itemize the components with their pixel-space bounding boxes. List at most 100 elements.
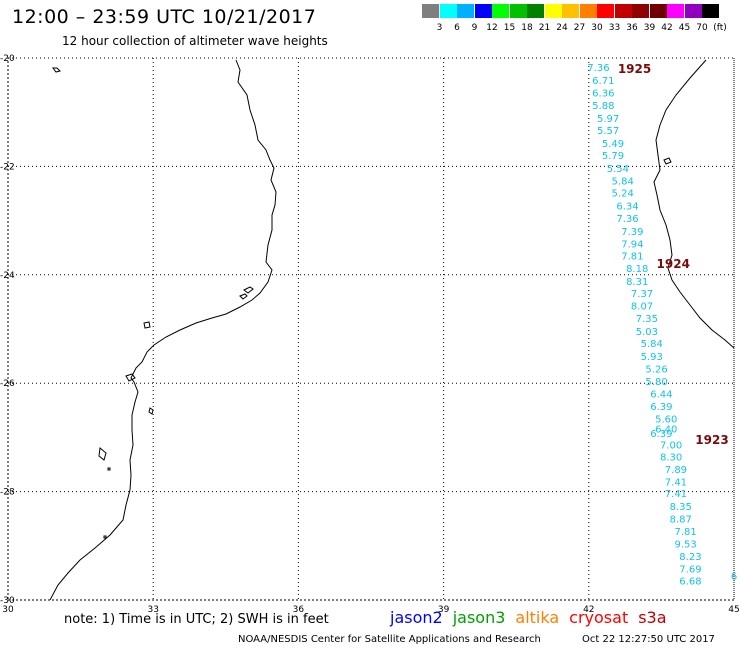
wave-height-value: 8.30: [660, 452, 682, 463]
wave-height-value: 8.18: [626, 264, 648, 275]
wave-height-value: 5.97: [597, 114, 619, 125]
legend-jason2: jason2: [390, 608, 443, 627]
lon-label: 42: [583, 605, 594, 615]
scale-swatch: [579, 4, 597, 18]
lon-label: 36: [293, 605, 305, 615]
scale-label: 21: [538, 23, 551, 33]
wave-height-value: 5.88: [592, 101, 614, 112]
satellite-legend: jason2 jason3 altika cryosat s3a: [390, 608, 677, 627]
scale-swatch: [527, 4, 544, 18]
lat-label: -22: [0, 162, 15, 172]
wave-height-observations: 7.366.716.365.885.975.575.495.795.545.84…: [587, 63, 737, 587]
legend-cryosat: cryosat: [569, 608, 629, 627]
wave-height-value: 6: [731, 572, 737, 583]
wave-height-value: 6.71: [592, 76, 614, 87]
wave-height-value: 6.44: [650, 389, 672, 400]
wave-height-value: 7.36: [616, 214, 638, 225]
lon-label: 33: [147, 605, 158, 615]
island: [663, 157, 672, 165]
scale-swatch: [614, 4, 632, 18]
wave-height-value: 8.31: [626, 277, 648, 288]
wave-height-value: 6.39: [650, 402, 672, 413]
scale-unit: (ft): [713, 23, 727, 33]
wave-height-value: 7.37: [631, 289, 653, 300]
scale-swatch: [509, 4, 527, 18]
wave-height-value: 9.53: [674, 540, 696, 551]
lat-label: -20: [0, 54, 15, 64]
scale-swatch: [632, 4, 649, 18]
scale-swatch: [649, 4, 667, 18]
scale-swatch: [597, 4, 614, 18]
legend-s3a: s3a: [638, 608, 667, 627]
orbit-labels: 1925 1924 1923: [618, 62, 729, 447]
scale-label: 6: [454, 23, 460, 33]
wave-height-value: 7.41: [665, 489, 687, 500]
scale-swatch: [544, 4, 562, 18]
orbit-number: 1923: [695, 433, 728, 447]
scale-label: 30: [591, 23, 603, 33]
legend-jason3: jason3: [452, 608, 506, 627]
scale-swatch: [492, 4, 509, 18]
wave-height-value: 7.35: [636, 314, 658, 325]
island: [125, 373, 136, 382]
map-title: 12:00 – 23:59 UTC 10/21/2017: [12, 6, 317, 28]
wave-height-value: 6.34: [616, 201, 638, 212]
scale-label: 24: [556, 23, 568, 33]
wave-height-value: 5.26: [645, 365, 667, 376]
wave-height-value: 7.94: [621, 239, 643, 250]
wave-height-value: 5.24: [612, 188, 634, 199]
scale-label: 12: [486, 23, 498, 33]
generated-timestamp: Oct 22 12:27:50 UTC 2017: [582, 634, 715, 645]
island: [143, 321, 151, 329]
lat-lon-grid: [7, 57, 735, 601]
units-note: note: 1) Time is in UTC; 2) SWH is in fe…: [64, 612, 329, 627]
wave-height-value: 6.36: [592, 89, 614, 100]
scale-swatch: [457, 4, 474, 18]
credit-text: NOAA/NESDIS Center for Satellite Applica…: [238, 634, 541, 645]
island: [103, 467, 111, 539]
lat-label: -24: [0, 271, 15, 281]
lat-label: -30: [0, 596, 15, 606]
scale-label: 27: [573, 23, 586, 33]
scale-label: 39: [643, 23, 656, 33]
wave-height-value: 6.39: [650, 429, 672, 440]
lon-label: 39: [438, 605, 450, 615]
wave-height-value: 5.84: [612, 176, 634, 187]
legend-altika: altika: [515, 608, 560, 627]
scale-label: 3: [436, 23, 443, 33]
orbit-number: 1924: [657, 257, 690, 271]
wave-height-value: 5.84: [641, 339, 663, 350]
wave-height-value: 7.81: [621, 251, 643, 262]
scale-swatch: [439, 4, 457, 18]
scale-label: 9: [471, 23, 478, 33]
map-frame: [7, 57, 735, 601]
orbit-number: 1925: [618, 62, 651, 76]
scale-label: 70: [696, 23, 708, 33]
wave-height-value: 6.40: [655, 425, 677, 436]
lon-label: 30: [2, 605, 14, 615]
scale-label: 42: [661, 23, 673, 33]
island: [98, 447, 107, 461]
scale-label: 36: [626, 23, 638, 33]
scale-swatch: [684, 4, 702, 18]
coastline: [49, 59, 735, 601]
wave-height-value: 7.69: [679, 565, 701, 576]
scale-label: 33: [608, 23, 621, 33]
island: [239, 286, 254, 300]
scale-label: 18: [521, 23, 533, 33]
scale-swatch: [702, 4, 719, 18]
wave-height-value: 7.89: [665, 465, 687, 476]
wave-height-value: 5.80: [645, 377, 667, 388]
lon-label: 45: [728, 605, 739, 615]
wave-height-value: 5.03: [636, 327, 658, 338]
scale-label: 15: [503, 23, 516, 33]
wave-height-value: 8.07: [631, 302, 653, 313]
wave-height-value: 5.60: [655, 414, 677, 425]
wave-height-value: 8.23: [679, 552, 701, 563]
wave-height-value: 7.41: [665, 477, 687, 488]
africa-coastline: [49, 59, 277, 601]
map-subtitle: 12 hour collection of altimeter wave hei…: [62, 34, 328, 48]
scale-swatch: [422, 4, 439, 18]
wave-height-value: 7.39: [621, 227, 643, 238]
